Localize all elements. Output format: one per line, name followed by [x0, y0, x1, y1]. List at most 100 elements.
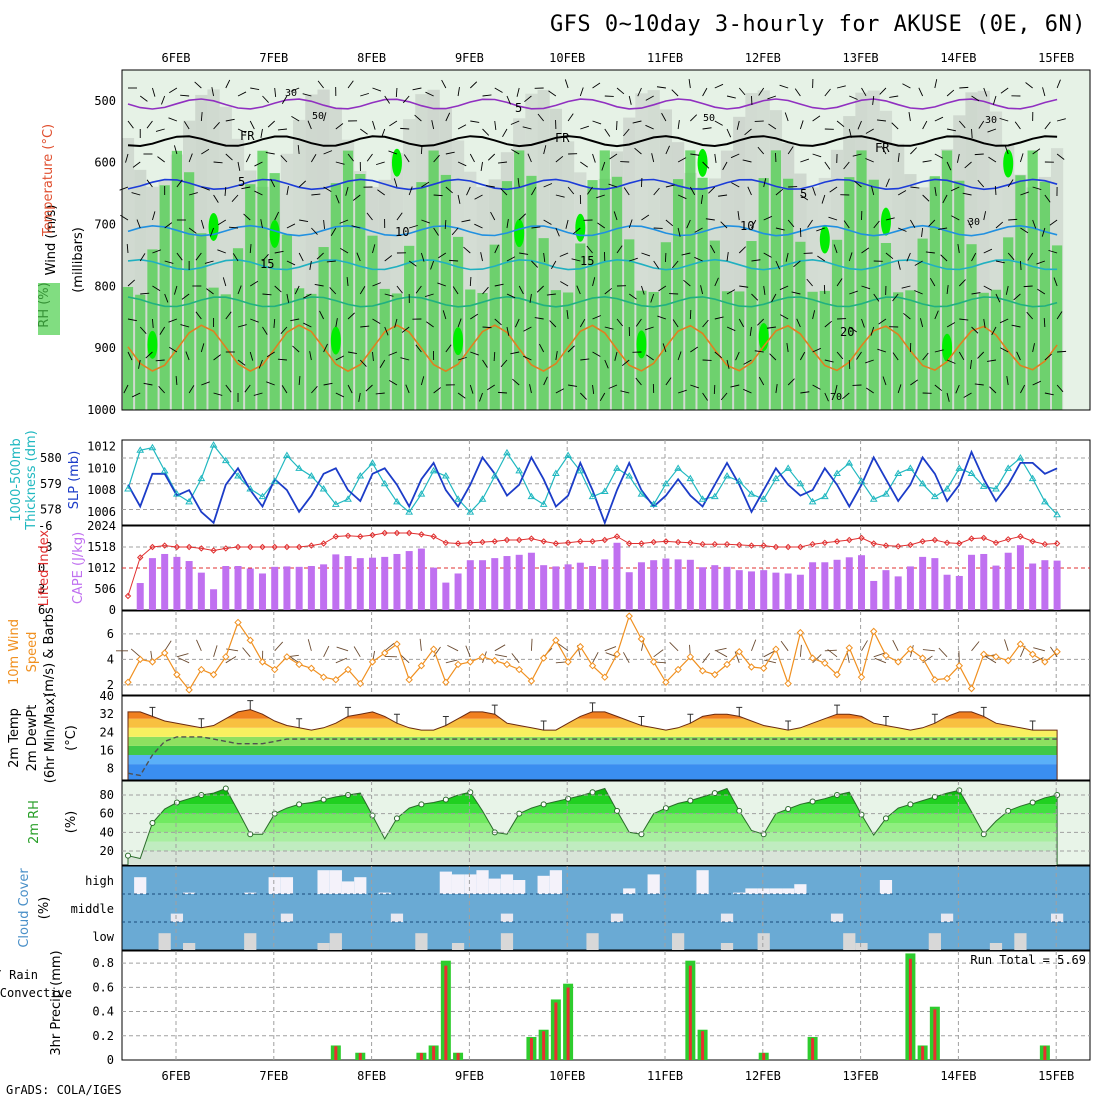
wind-barb — [726, 289, 736, 295]
wind-barb — [161, 95, 166, 105]
wind-barb — [415, 344, 422, 353]
wind-barb — [854, 180, 862, 188]
lifted-index-point — [1041, 540, 1049, 548]
wind-barb — [441, 79, 447, 89]
rh-shading-green — [746, 241, 757, 410]
cape-bar — [320, 564, 328, 610]
wind-barb — [934, 384, 943, 392]
wind-barb — [702, 392, 708, 401]
wind-speed-point — [870, 627, 878, 636]
thickness-point — [393, 497, 401, 505]
wind-barb — [351, 225, 361, 229]
wind-barb — [1044, 194, 1051, 203]
lifted-index-point — [198, 545, 205, 552]
thickness-point — [478, 495, 487, 502]
wind-barb — [934, 186, 937, 196]
isotherm-label: 20 — [840, 325, 854, 339]
wind-barb — [497, 391, 508, 394]
cape-bar — [821, 562, 829, 610]
wind-barb — [1032, 186, 1042, 191]
temp-minmax-marker — [882, 716, 889, 726]
cloud-low-bar — [183, 943, 196, 950]
lifted-index-point — [931, 536, 939, 544]
wind-barb — [702, 87, 708, 97]
lifted-index-point — [418, 531, 425, 538]
precip-tick: 0 — [107, 1053, 114, 1067]
cloud-middle-bar — [720, 913, 734, 922]
wind-barb — [658, 285, 667, 292]
surface-wind-barb — [323, 645, 330, 658]
wind-barb — [290, 87, 300, 92]
wind-barb — [375, 161, 385, 166]
wind-barb — [265, 151, 275, 155]
cape-bar — [711, 565, 719, 610]
cloud-low-bar — [244, 933, 257, 950]
thickness-point — [209, 441, 218, 448]
wind-barb — [882, 376, 887, 386]
rh-point — [687, 797, 694, 804]
wind-speed-point — [906, 645, 915, 653]
wind-barb — [929, 277, 936, 287]
wind-barb — [213, 194, 219, 203]
wind-barb — [914, 290, 923, 295]
wind-barb — [555, 155, 564, 163]
surface-wind-barb — [164, 640, 172, 652]
wind-barb — [164, 293, 169, 303]
axis-label-thickness-units: Thickness (dm) — [24, 430, 39, 530]
precip-convective-bar — [432, 1046, 436, 1060]
cloud-high-bar — [879, 880, 893, 894]
isotherm-label: 50 — [312, 111, 324, 122]
wind-barb — [188, 385, 195, 394]
wind-barb — [548, 90, 557, 97]
isotherm-label: 50 — [703, 113, 715, 124]
wind-speed-point — [1053, 648, 1061, 656]
wind-barb — [690, 114, 698, 122]
wind-speed-point — [784, 679, 792, 688]
wind-barb — [686, 219, 691, 229]
wind-barb — [200, 343, 205, 353]
rh-shading-green — [562, 292, 574, 410]
date-axis: 6FEB6FEB7FEB7FEB8FEB8FEB9FEB9FEB10FEB10F… — [162, 51, 1075, 1083]
wind-barb — [335, 123, 344, 130]
temp-band — [128, 727, 1058, 737]
cape-bar — [931, 558, 939, 610]
cloud-high-bar — [500, 874, 514, 894]
wind-barb — [892, 352, 899, 361]
wind-barb — [726, 128, 732, 138]
rh-shading-green — [624, 239, 635, 410]
wind-barb — [297, 145, 300, 155]
wind-barb — [964, 161, 972, 169]
wind-barb — [555, 227, 560, 237]
wind-barb — [377, 189, 385, 196]
thickness-point — [1040, 497, 1049, 505]
wind-barb — [224, 186, 227, 197]
thickness-point — [613, 464, 621, 471]
wind-barb — [849, 290, 858, 295]
surface-wind-barb — [494, 644, 506, 652]
cape-bar — [1029, 563, 1037, 610]
surface-wind-barb — [400, 654, 410, 664]
lifted-index-point — [894, 543, 902, 550]
thickness-point — [710, 492, 719, 500]
wind-barb — [865, 158, 874, 163]
wind-barb — [834, 384, 838, 394]
wind-barb — [771, 293, 777, 303]
wind-barb — [470, 313, 479, 320]
wind-barb — [200, 111, 203, 122]
wind-barb — [920, 318, 924, 328]
wind-barb — [482, 286, 489, 295]
wind-barb — [494, 244, 499, 254]
profile-border — [121, 69, 1091, 411]
wind-barb — [714, 316, 724, 320]
run-total-label: Run Total = 5.69 — [970, 953, 1086, 967]
cape-bar — [466, 560, 474, 610]
wind-barb — [180, 324, 190, 328]
wind-barb — [620, 390, 630, 394]
wind-barb — [470, 120, 480, 123]
wind-barb — [347, 80, 354, 89]
wind-barb — [1007, 179, 1014, 188]
date-label-top: 14FEB — [940, 51, 976, 65]
wind-barb — [433, 194, 443, 197]
wind-barb — [502, 128, 508, 138]
wind-barb — [1007, 252, 1015, 261]
